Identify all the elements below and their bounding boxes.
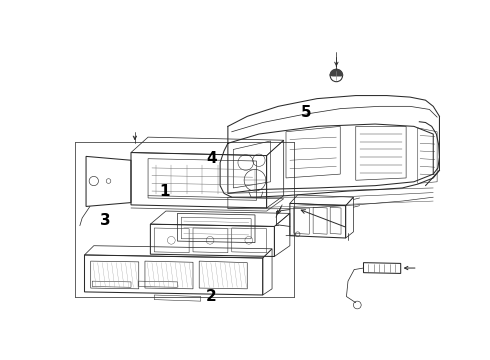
Text: 5: 5 — [300, 105, 311, 120]
Text: 3: 3 — [99, 213, 110, 228]
Text: 2: 2 — [206, 289, 217, 304]
Text: 1: 1 — [159, 184, 170, 199]
Wedge shape — [330, 69, 343, 76]
Text: 4: 4 — [206, 151, 217, 166]
